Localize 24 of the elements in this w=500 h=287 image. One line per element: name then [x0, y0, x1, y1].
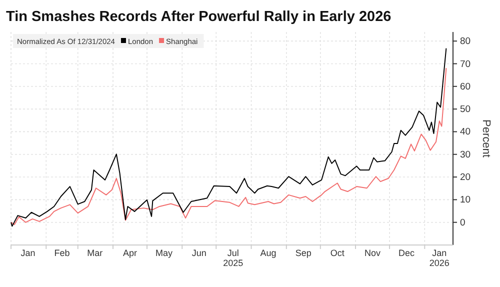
y-tick-label: 40	[460, 126, 471, 138]
y-tick-label: 0	[460, 217, 466, 228]
y-tick-label: 10	[460, 194, 471, 206]
x-tick-label: Aug	[260, 248, 276, 258]
x-tick-label: Oct	[330, 248, 345, 258]
x-tick-label: Mar	[87, 248, 103, 258]
x-tick-label: Dec	[398, 248, 416, 258]
y-tick-label: 50	[460, 104, 471, 116]
x-tick-label: Apr	[122, 248, 138, 258]
y-tick-label: 80	[460, 36, 471, 48]
x-tick-label: Jan	[20, 248, 36, 258]
x-tick-label: Jun	[192, 248, 206, 258]
chart-title: Tin Smashes Records After Powerful Rally in Early 2026	[6, 9, 392, 25]
y-axis-title: Percent	[480, 120, 492, 158]
x-tick-label: Nov	[364, 248, 382, 258]
x-tick-label: Jan 2026	[429, 248, 450, 268]
x-tick-label: Feb	[54, 248, 70, 258]
y-tick-label: 60	[460, 81, 471, 92]
x-tick-label: May	[155, 248, 173, 258]
y-tick-label: 70	[460, 58, 471, 70]
y-tick-label: 20	[460, 172, 471, 184]
y-tick-label: 30	[460, 149, 471, 160]
x-tick-label: Sep	[295, 248, 312, 258]
x-tick-label: Jul 2025	[223, 248, 244, 268]
